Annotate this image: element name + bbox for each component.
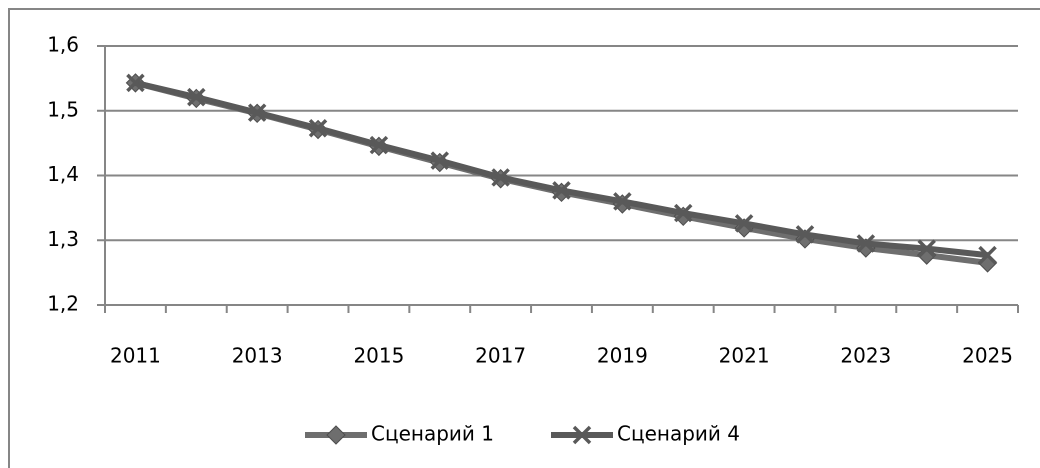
marker bbox=[187, 87, 206, 107]
x-tick-label: 2017 bbox=[475, 344, 526, 368]
legend-label: Сценарий 1 bbox=[371, 422, 494, 446]
marker bbox=[430, 151, 450, 170]
marker bbox=[552, 181, 571, 200]
marker bbox=[326, 425, 346, 445]
marker bbox=[247, 103, 267, 122]
y-tick-label: 1,3 bbox=[47, 227, 79, 251]
marker bbox=[795, 225, 815, 244]
legend-label: Сценарий 4 bbox=[617, 422, 740, 446]
x-tick-label: 2019 bbox=[597, 344, 648, 368]
marker bbox=[613, 192, 632, 211]
marker bbox=[572, 425, 592, 445]
x-tick-label: 2013 bbox=[232, 344, 283, 368]
x-tick-label: 2023 bbox=[840, 344, 891, 368]
marker bbox=[978, 245, 997, 265]
x-tick-label: 2025 bbox=[962, 344, 1013, 368]
x-tick-label: 2021 bbox=[719, 344, 770, 368]
marker bbox=[126, 73, 145, 93]
y-tick-label: 1,4 bbox=[47, 162, 79, 186]
x-tick-label: 2011 bbox=[110, 344, 161, 368]
marker bbox=[308, 118, 328, 138]
marker bbox=[734, 214, 754, 233]
marker bbox=[369, 135, 389, 155]
chart-frame bbox=[8, 8, 1040, 468]
marker bbox=[673, 203, 693, 223]
marker bbox=[491, 168, 510, 187]
marker bbox=[856, 234, 876, 253]
y-tick-label: 1,5 bbox=[47, 97, 79, 121]
y-tick-label: 1,6 bbox=[47, 33, 79, 57]
y-tick-label: 1,2 bbox=[47, 292, 79, 316]
x-tick-label: 2015 bbox=[353, 344, 404, 368]
marker bbox=[917, 239, 936, 258]
